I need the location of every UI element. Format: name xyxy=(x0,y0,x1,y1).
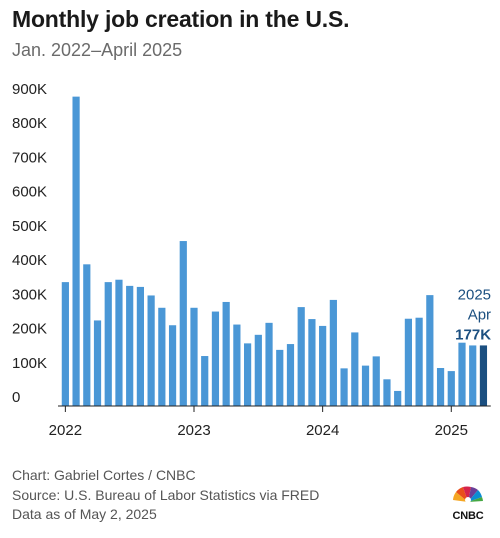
y-tick-label: 300K xyxy=(12,286,47,303)
y-tick-label: 400K xyxy=(12,252,47,269)
bar xyxy=(447,371,455,406)
bar xyxy=(426,295,434,406)
chart-credit: Chart: Gabriel Cortes / CNBC xyxy=(12,467,196,483)
bar xyxy=(265,322,273,406)
bar xyxy=(469,345,477,406)
bar xyxy=(222,301,230,406)
bar xyxy=(415,317,423,406)
bar xyxy=(372,356,380,406)
y-tick-label: 0 xyxy=(12,389,20,406)
y-tick-label: 500K xyxy=(12,218,47,235)
y-tick-label: 700K xyxy=(12,149,47,166)
bar xyxy=(158,307,166,406)
bar xyxy=(351,332,359,406)
bar-chart: 0 100K 200K 300K 400K 500K 600K 700K 800K 900K 202… xyxy=(12,81,491,439)
bar xyxy=(190,307,198,406)
bar xyxy=(136,286,144,406)
y-tick-label: 200K xyxy=(12,321,47,338)
bar xyxy=(168,325,177,406)
x-tick-label: 2022 xyxy=(49,422,82,439)
bar xyxy=(286,344,295,406)
chart-title: Monthly job creation in the U.S. xyxy=(12,6,350,32)
bar xyxy=(147,295,155,406)
y-tick-label: 600K xyxy=(12,184,47,201)
bar xyxy=(458,342,466,406)
x-tick-label: 2024 xyxy=(306,422,339,439)
bar xyxy=(179,241,187,406)
data-source: Source: U.S. Bureau of Labor Statistics … xyxy=(12,486,320,503)
bar xyxy=(394,390,402,406)
bar xyxy=(436,368,445,406)
bar xyxy=(319,325,327,406)
bar xyxy=(340,368,348,406)
bar xyxy=(254,334,262,406)
annotation-value: 177K xyxy=(455,326,491,343)
bar xyxy=(201,356,209,406)
annotation-year: 2025 xyxy=(458,286,491,303)
cnbc-logo: CNBC xyxy=(444,478,492,524)
x-tick-label: 2023 xyxy=(177,422,210,439)
bar xyxy=(329,299,337,406)
bar xyxy=(308,319,316,406)
y-tick-label: 100K xyxy=(12,355,47,372)
bar-highlight xyxy=(479,345,488,406)
data-date: Data as of May 2, 2025 xyxy=(12,506,157,522)
bar xyxy=(233,324,241,406)
logo-text: CNBC xyxy=(452,510,484,522)
footer: Chart: Gabriel Cortes / CNBC Source: U.S… xyxy=(12,466,319,525)
bar xyxy=(297,307,305,406)
y-tick-label: 900K xyxy=(12,81,47,98)
bar xyxy=(93,320,102,406)
bar xyxy=(104,282,112,406)
bar xyxy=(126,285,134,406)
peacock-logo-icon xyxy=(453,486,483,503)
bar xyxy=(211,311,220,406)
bar xyxy=(244,343,252,406)
x-tick-label: 2025 xyxy=(435,422,468,439)
chart-subtitle: Jan. 2022–April 2025 xyxy=(12,40,183,60)
bar xyxy=(276,349,284,406)
bar xyxy=(383,379,391,406)
bar xyxy=(61,282,69,406)
bar xyxy=(361,365,370,406)
bar xyxy=(404,318,412,406)
bar xyxy=(72,96,80,406)
annotation-month: Apr xyxy=(468,306,491,323)
y-tick-label: 800K xyxy=(12,115,47,132)
bar xyxy=(83,264,91,406)
bar xyxy=(115,279,123,406)
